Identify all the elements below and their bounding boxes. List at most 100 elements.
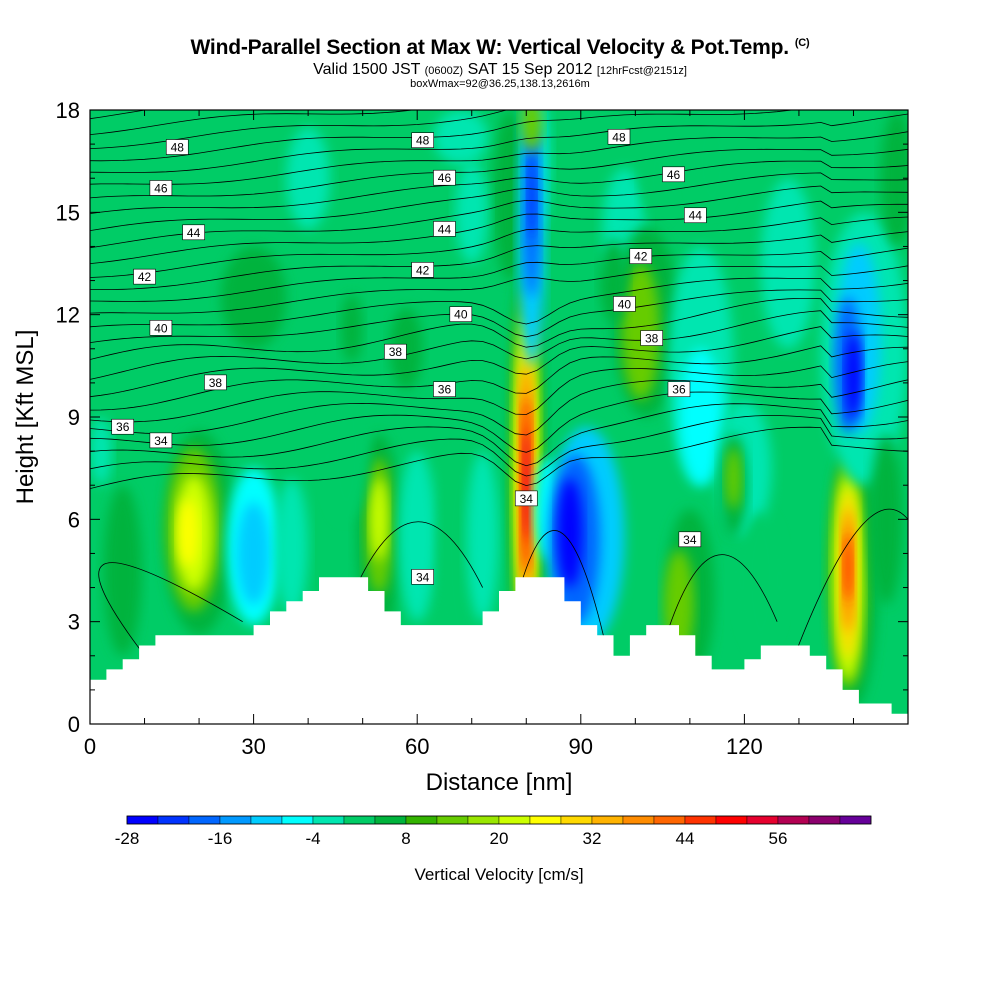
colorbar-swatch-9 bbox=[405, 815, 438, 825]
contour-label-4: 46 bbox=[433, 169, 456, 186]
svg-text:40: 40 bbox=[154, 321, 168, 335]
svg-text:36: 36 bbox=[116, 420, 130, 434]
svg-text:40: 40 bbox=[618, 297, 632, 311]
colorbar-swatch-10 bbox=[436, 815, 469, 825]
forecast-info: [12hrFcst@2151z] bbox=[596, 65, 687, 77]
isentrope-line-28 bbox=[90, 31, 908, 84]
x-tick-label: 0 bbox=[84, 734, 96, 759]
x-tick-label: 60 bbox=[405, 734, 429, 759]
isentrope-contours bbox=[90, 31, 908, 684]
contour-label-15: 38 bbox=[384, 343, 407, 360]
velocity-cell-35 bbox=[455, 161, 489, 264]
colorbar-label: -16 bbox=[208, 829, 233, 848]
colorbar-label: 44 bbox=[676, 829, 695, 848]
x-tick-label: 120 bbox=[726, 734, 763, 759]
isentrope-line-25 bbox=[90, 110, 416, 135]
colorbar-swatch-5 bbox=[281, 815, 314, 825]
colorbar-frame bbox=[126, 815, 872, 825]
contour-label-23: 34 bbox=[411, 569, 434, 585]
isentrope-line-4 bbox=[90, 379, 908, 436]
isentrope-line-21 bbox=[90, 131, 908, 185]
isentrope-line-0 bbox=[90, 426, 908, 489]
contour-label-9: 42 bbox=[133, 268, 156, 285]
velocity-cell-60 bbox=[760, 178, 816, 349]
velocity-cell-28 bbox=[557, 478, 583, 588]
y-tick-label: 6 bbox=[68, 507, 80, 532]
svg-text:36: 36 bbox=[672, 383, 686, 397]
contour-label-17: 38 bbox=[204, 374, 227, 391]
isentrope-loop-3 bbox=[656, 554, 778, 667]
isentrope-line-27 bbox=[90, 44, 908, 102]
svg-text:40: 40 bbox=[454, 308, 468, 322]
velocity-cell-48 bbox=[640, 137, 674, 220]
isentrope-line-22 bbox=[90, 113, 908, 173]
contour-label-20: 36 bbox=[667, 381, 691, 398]
colorbar-title: Vertical Velocity [cm/s] bbox=[414, 865, 583, 884]
isentrope-loop-2 bbox=[514, 530, 609, 656]
isentrope-line-1 bbox=[90, 415, 908, 477]
svg-text:38: 38 bbox=[209, 376, 223, 390]
svg-text:42: 42 bbox=[138, 270, 152, 284]
svg-text:34: 34 bbox=[416, 570, 430, 584]
isentrope-line-13 bbox=[90, 247, 908, 302]
x-tick-label: 90 bbox=[569, 734, 593, 759]
velocity-cell-62 bbox=[869, 434, 903, 605]
box-info: boxWmax=92@36.25,138.13,2616m bbox=[410, 78, 590, 90]
svg-text:46: 46 bbox=[438, 171, 452, 185]
colorbar-swatch-1 bbox=[157, 815, 190, 825]
colorbar-swatch-13 bbox=[529, 815, 562, 825]
isentrope-line-14 bbox=[90, 231, 908, 290]
contour-label-6: 44 bbox=[182, 224, 205, 241]
y-tick-label: 15 bbox=[56, 200, 80, 225]
svg-text:42: 42 bbox=[416, 263, 430, 277]
isentrope-line-3 bbox=[90, 391, 908, 453]
isentrope-line-16 bbox=[90, 200, 908, 264]
svg-text:42: 42 bbox=[634, 250, 648, 264]
isentrope-line-24 bbox=[90, 110, 509, 149]
colorbar-swatch-15 bbox=[591, 815, 624, 825]
velocity-cell-6 bbox=[275, 478, 309, 615]
colorbar-swatch-12 bbox=[498, 815, 531, 825]
contour-label-13: 40 bbox=[449, 306, 473, 322]
svg-text:34: 34 bbox=[154, 434, 168, 448]
colorbar-swatch-4 bbox=[250, 815, 283, 825]
x-tick-label: 30 bbox=[241, 734, 265, 759]
velocity-cell-15 bbox=[340, 294, 363, 363]
velocity-cell-12 bbox=[324, 382, 369, 520]
svg-text:34: 34 bbox=[520, 492, 534, 506]
isentrope-line-10 bbox=[90, 289, 908, 343]
contour-label-1: 48 bbox=[411, 132, 434, 148]
velocity-cell-34 bbox=[520, 110, 543, 151]
velocity-cell-36 bbox=[433, 110, 489, 165]
velocity-cell-65 bbox=[286, 127, 330, 230]
velocity-cell-33 bbox=[527, 150, 537, 240]
isentrope-line-7 bbox=[90, 326, 908, 398]
velocity-cell-54 bbox=[843, 532, 853, 602]
colorbar-swatch-2 bbox=[188, 815, 221, 825]
isentrope-line-2 bbox=[90, 403, 908, 467]
colorbar-swatch-14 bbox=[560, 815, 593, 825]
chart-title: Wind-Parallel Section at Max W: Vertical… bbox=[0, 36, 1000, 60]
velocity-cell-5 bbox=[237, 502, 270, 605]
isentrope-loop-0 bbox=[98, 562, 243, 684]
velocity-cell-7 bbox=[103, 485, 142, 656]
contour-label-3: 46 bbox=[149, 180, 173, 196]
colorbar-label: 8 bbox=[401, 829, 410, 848]
isentrope-line-8 bbox=[90, 310, 908, 380]
colorbar-swatch-8 bbox=[374, 815, 407, 825]
contour-label-22: 34 bbox=[514, 490, 538, 507]
colorbar-label: 20 bbox=[490, 829, 509, 848]
velocity-cell-61 bbox=[738, 512, 783, 649]
valid-date: SAT 15 Sep 2012 bbox=[467, 61, 593, 78]
svg-text:48: 48 bbox=[612, 130, 626, 144]
isentrope-line-23 bbox=[90, 110, 796, 162]
terrain-mask bbox=[90, 577, 908, 724]
colorbar-label: -28 bbox=[115, 829, 140, 848]
y-tick-label: 12 bbox=[56, 303, 80, 328]
velocity-cell-58 bbox=[845, 331, 862, 421]
y-tick-label: 0 bbox=[68, 712, 80, 737]
isentrope-line-5 bbox=[90, 361, 908, 423]
svg-text:44: 44 bbox=[187, 226, 201, 240]
colorbar-label: 32 bbox=[583, 829, 602, 848]
contour-label-24: 34 bbox=[678, 531, 702, 548]
